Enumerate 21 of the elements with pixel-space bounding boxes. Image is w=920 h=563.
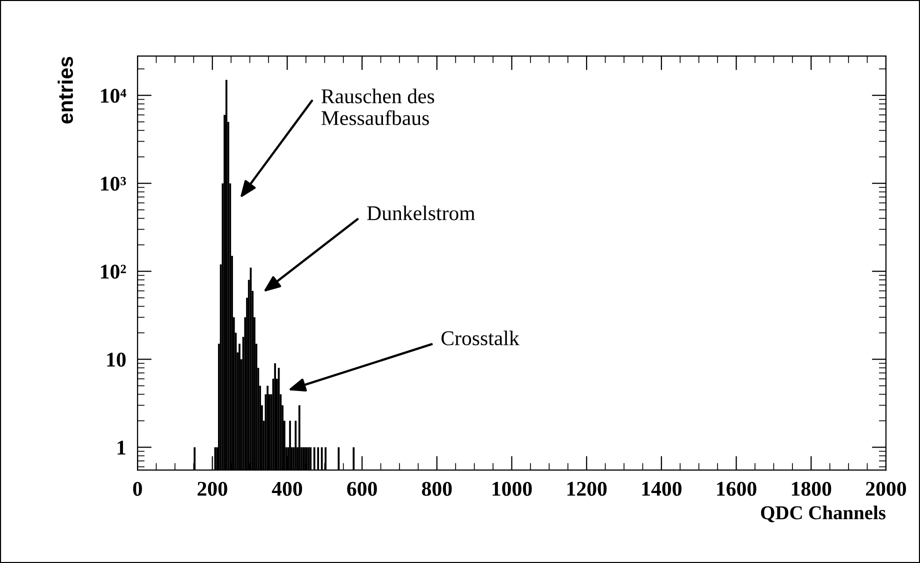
x-tick-label: 400 xyxy=(272,482,302,496)
y-axis-title: entries xyxy=(58,56,74,124)
x-tick-label: 1600 xyxy=(717,482,756,496)
x-tick-label: 200 xyxy=(198,482,228,496)
y-tick-label: 10 xyxy=(107,352,126,367)
y-tick-label: 10² xyxy=(101,264,126,279)
y-tick-label: 10³ xyxy=(101,176,126,191)
y-tick-label: 1 xyxy=(118,440,126,454)
x-tick-label: 2000 xyxy=(866,482,906,496)
x-tick-label: 1200 xyxy=(567,482,607,496)
x-tick-label: 1400 xyxy=(642,482,682,496)
y-tick-label: 10⁴ xyxy=(101,88,126,103)
x-tick-label: 600 xyxy=(347,482,377,496)
annotation: Crosstalk xyxy=(442,330,520,346)
x-tick-label: 0 xyxy=(133,482,142,496)
annotation: Rauschen des Messaufbaus xyxy=(322,88,434,126)
x-axis-title: QDC Channels xyxy=(761,506,886,522)
x-tick-label: 1800 xyxy=(792,482,832,496)
x-tick-label: 800 xyxy=(422,482,452,496)
annotation: Dunkelstrom xyxy=(367,206,476,220)
x-tick-label: 1000 xyxy=(492,482,532,496)
